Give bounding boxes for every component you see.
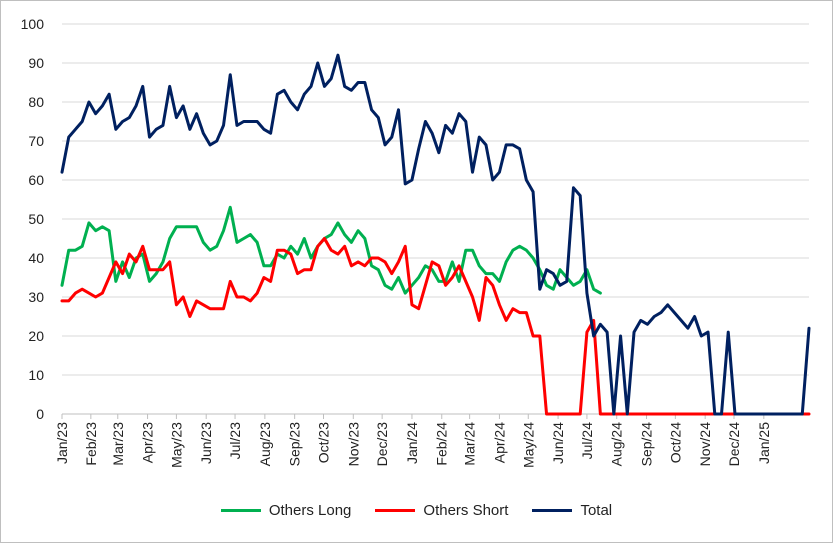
y-tick-label: 90 [28, 55, 44, 71]
x-tick-label: Nov/23 [345, 422, 361, 467]
legend-label-total: Total [580, 502, 613, 519]
series-line-others-short [60, 237, 811, 416]
x-tick-label: Jul/24 [579, 422, 595, 460]
x-tick-label: Jun/23 [198, 422, 214, 464]
x-tick-label: Sep/24 [639, 422, 655, 467]
y-tick-label: 0 [36, 406, 44, 422]
x-tick-label: Jan/23 [54, 422, 70, 464]
x-tick-label: Mar/24 [462, 422, 478, 466]
x-tick-label: Oct/24 [667, 422, 683, 463]
x-tick-label: May/24 [520, 422, 536, 468]
y-tick-label: 30 [28, 289, 44, 305]
legend-item-others-long: Others Long [220, 502, 352, 519]
x-tick-label: Aug/23 [257, 422, 273, 467]
y-tick-label: 60 [28, 172, 44, 188]
x-tick-label: Feb/24 [434, 422, 450, 466]
legend-label-others-short: Others Short [423, 502, 509, 519]
y-tick-label: 70 [28, 133, 44, 149]
x-tick-label: Jun/24 [550, 422, 566, 464]
y-tick-label: 40 [28, 250, 44, 266]
x-tick-label: Sep/23 [287, 422, 303, 467]
x-tick-label: Nov/24 [697, 422, 713, 467]
series-line-others-long [60, 205, 602, 295]
legend-item-others-short: Others Short [375, 502, 508, 519]
y-tick-label: 80 [28, 94, 44, 110]
y-tick-label: 10 [28, 367, 44, 383]
y-tick-label: 20 [28, 328, 44, 344]
legend-item-total: Total [532, 502, 612, 519]
x-axis: Jan/23 Feb/23 Mar/23 Apr/23 May/23 Jun/23 Jul/… [54, 413, 809, 468]
x-tick-label: Mar/23 [110, 422, 126, 466]
x-tick-label: May/23 [168, 422, 184, 468]
y-tick-label: 100 [21, 16, 45, 32]
x-tick-label: Jan/25 [756, 422, 772, 464]
legend-swatch-others-short [375, 509, 416, 512]
y-tick-label: 50 [28, 211, 44, 227]
x-tick-label: Jan/24 [404, 422, 420, 464]
series-lines [60, 53, 811, 416]
series-line-total [60, 53, 811, 416]
x-tick-label: Dec/23 [374, 422, 390, 467]
legend: Others Long Others Short Total [0, 502, 833, 519]
x-tick-label: Jul/23 [227, 422, 243, 460]
legend-label-others-long: Others Long [268, 502, 352, 519]
x-tick-label: Aug/24 [609, 422, 625, 467]
x-tick-label: Apr/24 [491, 422, 507, 463]
x-tick-label: Feb/23 [83, 422, 99, 466]
y-axis: 0 10 20 30 40 50 60 70 80 90 100 [21, 16, 45, 422]
x-tick-label: Dec/24 [726, 422, 742, 467]
x-tick-label: Oct/23 [315, 422, 331, 463]
legend-swatch-total [532, 509, 573, 512]
x-tick-label: Apr/23 [140, 422, 156, 463]
gridlines [62, 23, 809, 376]
legend-swatch-others-long [220, 509, 261, 512]
